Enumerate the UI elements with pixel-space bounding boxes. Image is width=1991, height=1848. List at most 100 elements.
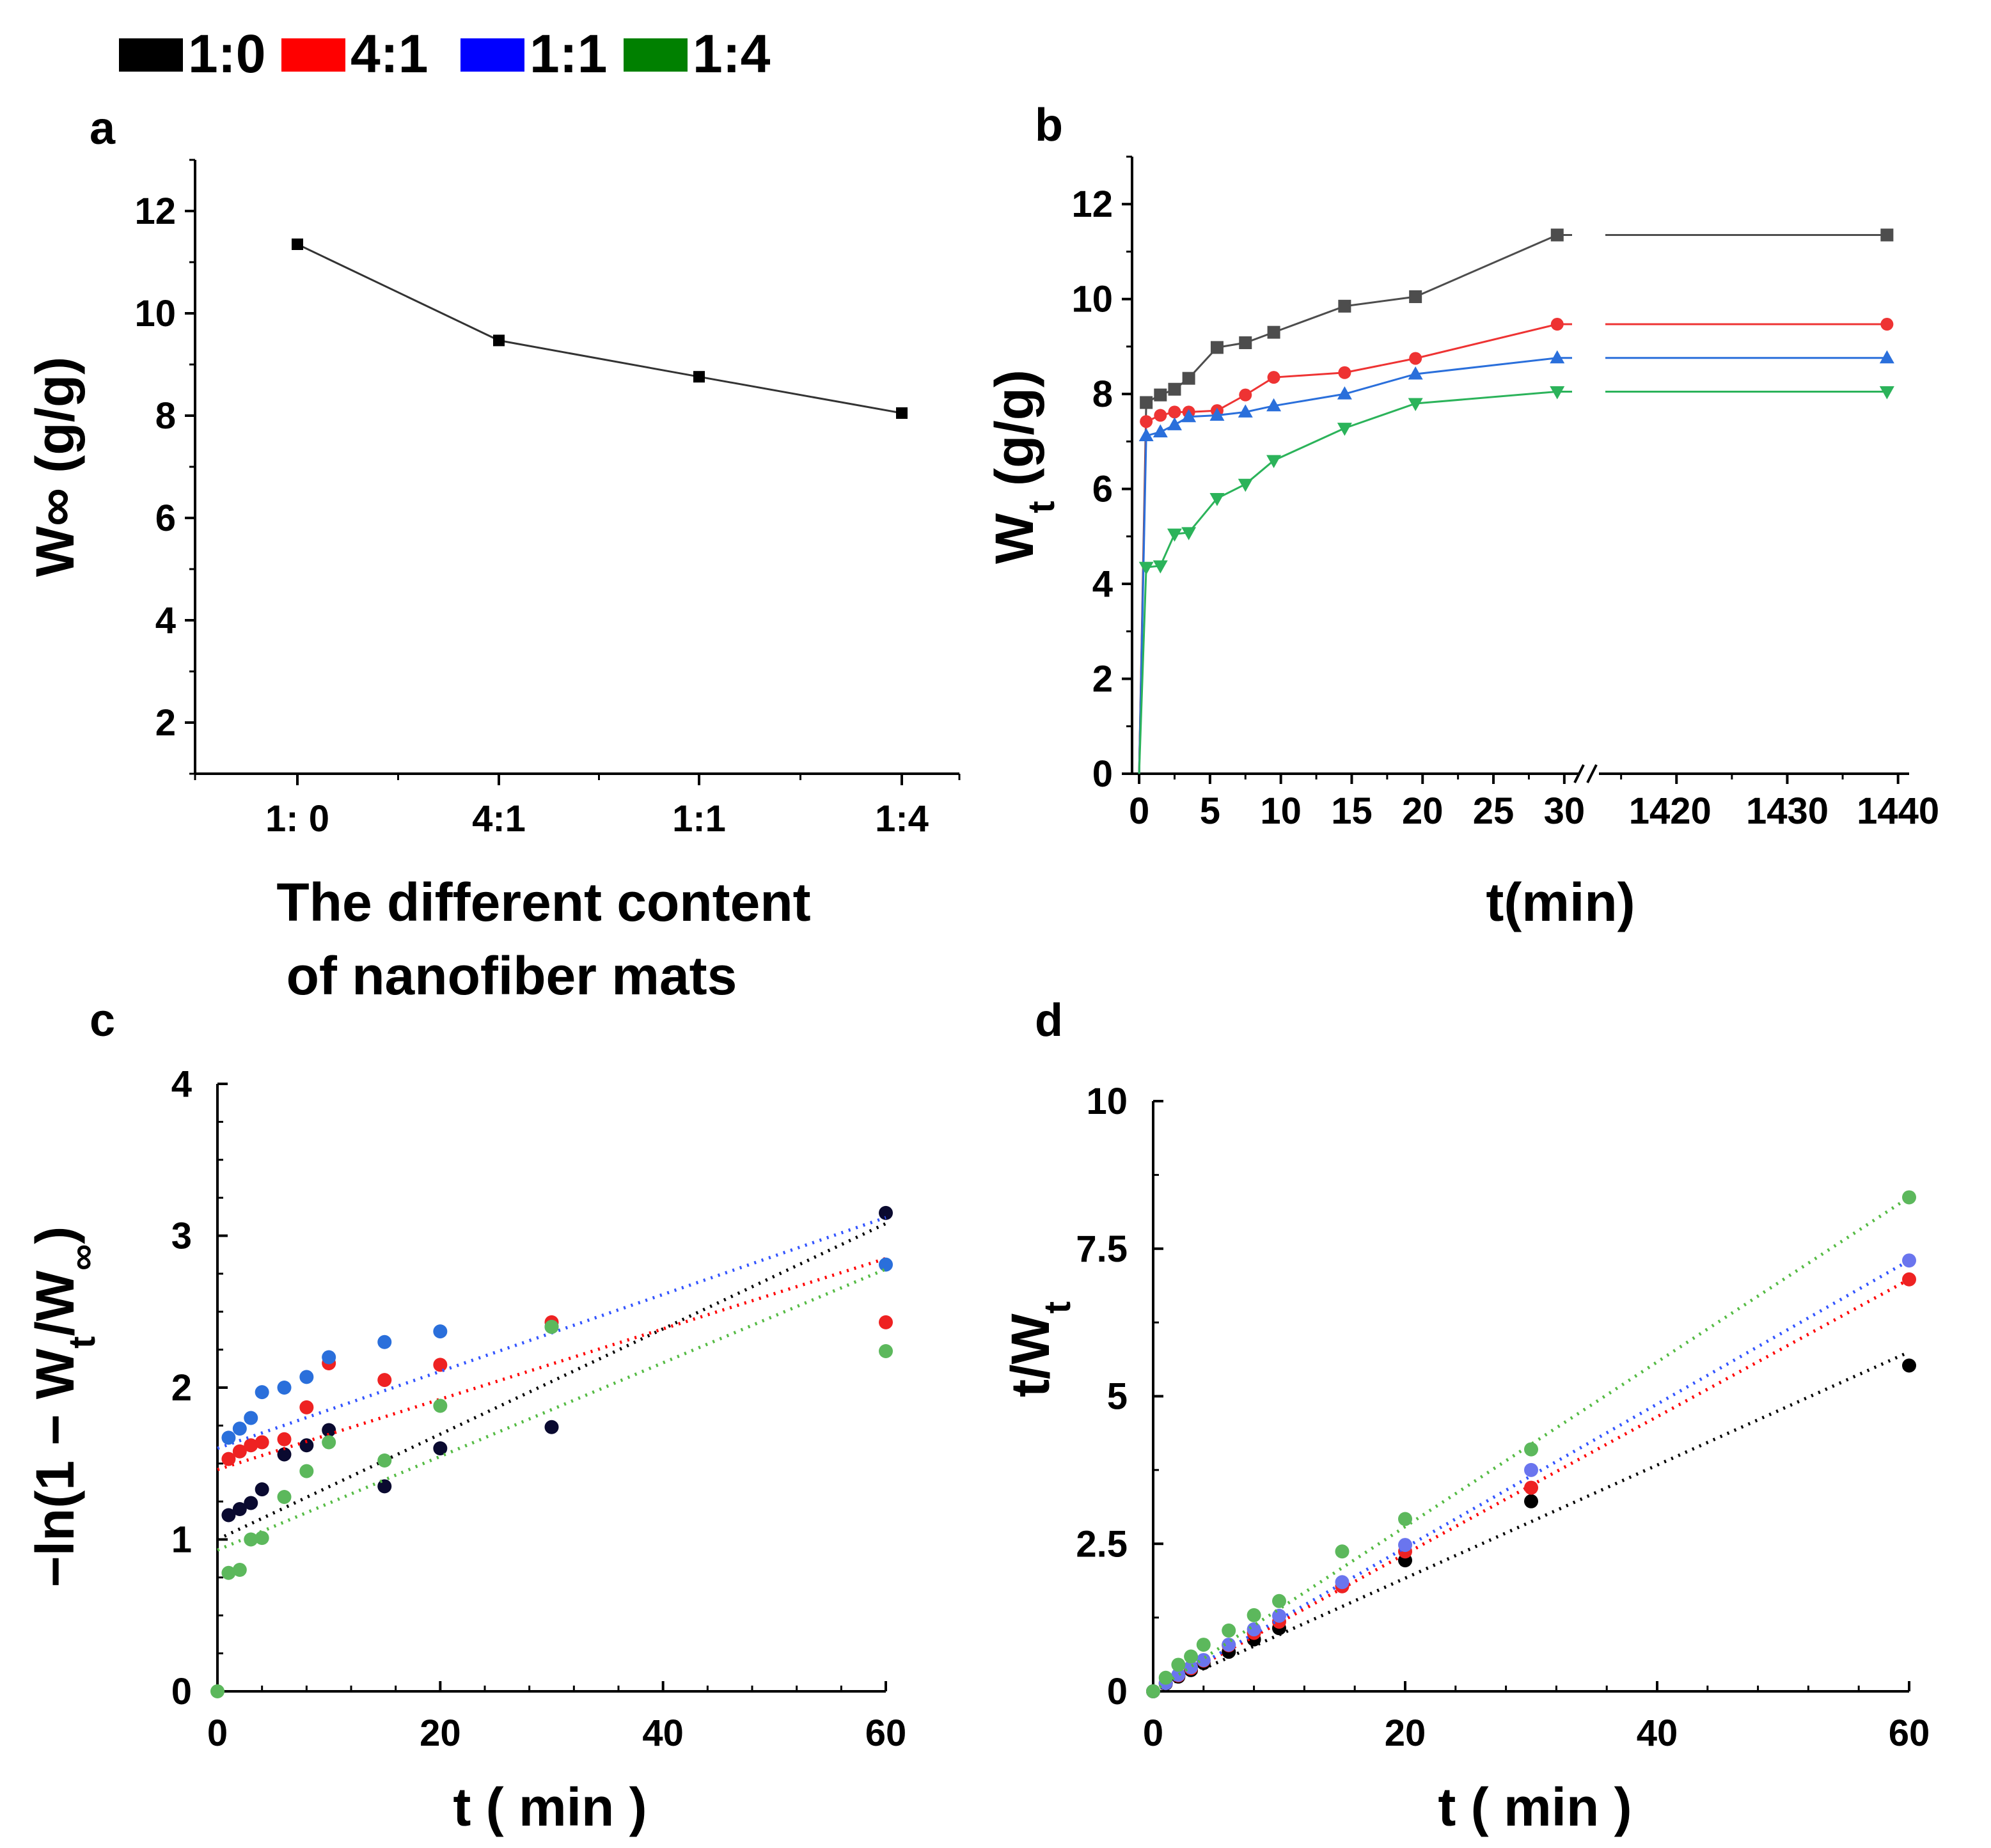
data-point-d [1272,1594,1286,1608]
x-tick-label-d: 60 [1889,1712,1930,1754]
data-point-c [255,1385,269,1400]
data-point-b [1550,386,1565,400]
data-point-d [1247,1622,1261,1637]
legend-swatch-1-0 [119,38,183,72]
series-b-1-4 [1138,386,1894,774]
data-point-b [1167,417,1182,430]
legend: 1:0 4:1 1:1 1:4 [119,24,771,84]
x-tick-label-c: 20 [420,1712,461,1754]
data-point-b [1880,318,1894,331]
y-axis-title-a: W∞ (g/g) [25,357,85,577]
data-point-b [1154,409,1167,422]
data-point-c [322,1423,336,1437]
data-point-b [1181,409,1197,423]
data-point-c [244,1411,258,1425]
data-point-c [377,1335,392,1349]
data-point-c [221,1430,236,1445]
data-point-d [1524,1494,1538,1508]
x-axis-title-a-line2: of nanofiber mats [287,946,737,1006]
y-tick-label-c: 4 [171,1063,192,1105]
data-point-c [244,1496,258,1510]
data-point-b [1153,424,1168,438]
y-tick-label-a: 2 [155,702,176,744]
data-point-c [544,1320,559,1334]
y-tick-label-b: 2 [1092,659,1113,700]
y-tick-label-b: 4 [1092,563,1113,605]
data-point-c [879,1205,893,1220]
data-point-c [879,1315,893,1329]
y-axis-title-b: Wt (g/g) [984,370,1062,564]
data-point-d [1158,1670,1173,1685]
data-point-c [322,1350,336,1365]
data-point-b [1879,350,1894,364]
data-point-c [433,1398,448,1413]
data-point-d [1196,1638,1211,1652]
data-point-b [1266,455,1282,469]
data-point-b [1140,396,1153,409]
data-point-b [1267,325,1280,339]
data-point-d [1222,1623,1236,1638]
legend-label-1-4: 1:4 [693,24,771,84]
data-point-c [255,1435,269,1450]
data-point-c [232,1421,247,1436]
series-d-1-4 [1146,1190,1916,1698]
data-point-c [244,1438,258,1453]
axis-break-mark [1586,764,1598,783]
series-line-b [1138,234,1558,774]
x-tick-label-b: 5 [1200,790,1220,832]
data-point-c [299,1438,314,1453]
series-c-4-1 [217,1257,893,1471]
data-point-c [322,1435,336,1450]
data-point-c [232,1563,247,1577]
fit-line-c [216,1222,887,1541]
y-tick-label-b: 12 [1071,184,1113,225]
y-axis-title-c: −ln(1 − Wt/W∞) [25,1226,103,1588]
data-point-c [221,1508,236,1523]
fit-line-c [217,1267,886,1552]
data-point-c [232,1444,247,1459]
data-point-b [1550,350,1565,364]
panel-label-d: d [1035,995,1063,1046]
x-tick-label-b: 1440 [1857,790,1939,832]
chart-b: b 0 2 4 6 8 10 12 0 5 10 15 20 25 30 1420 1430 1440 t(min)… [984,100,1939,932]
x-tick-label-b: 0 [1129,790,1149,832]
data-point-d [1524,1442,1538,1457]
data-point-c [377,1453,392,1468]
panel-label-c: c [90,995,115,1046]
data-point-c [377,1479,392,1494]
data-point-b [1154,388,1167,402]
x-tick-label-b: 30 [1544,790,1586,832]
y-tick-label-b: 6 [1092,469,1113,510]
series-line-b [1138,390,1557,774]
data-point-b [1238,478,1253,492]
x-tick-label-b: 10 [1260,790,1302,832]
data-point-d [1902,1358,1916,1373]
series-d-1-0 [1146,1350,1916,1698]
data-point-c [244,1532,258,1547]
panel-label-a: a [90,103,116,154]
data-point-b [1238,404,1253,418]
data-point-b [1182,372,1195,385]
data-point-c [221,1565,236,1580]
data-point-c [433,1324,448,1339]
fit-line-d [1152,1350,1910,1693]
data-point-c [879,1344,893,1358]
data-point-d [1335,1544,1350,1559]
series-b-1-1 [1138,350,1894,774]
legend-swatch-4-1 [281,38,345,72]
series-line-a [297,243,902,414]
x-tick-label-c: 0 [207,1712,228,1754]
x-tick-label-a: 1: 0 [265,798,329,840]
data-point-d [1171,1668,1186,1682]
y-tick-label-a: 6 [155,497,176,539]
data-point-b [1138,561,1154,576]
data-point-b [1153,560,1168,574]
fit-line-d [1152,1196,1910,1693]
data-point-a [693,371,705,383]
x-axis-title-a-line1: The different content [276,872,810,932]
data-point-c [544,1420,559,1434]
data-point-c [210,1684,224,1698]
data-point-b [1138,428,1154,441]
x-tick-label-b: 1420 [1629,790,1712,832]
